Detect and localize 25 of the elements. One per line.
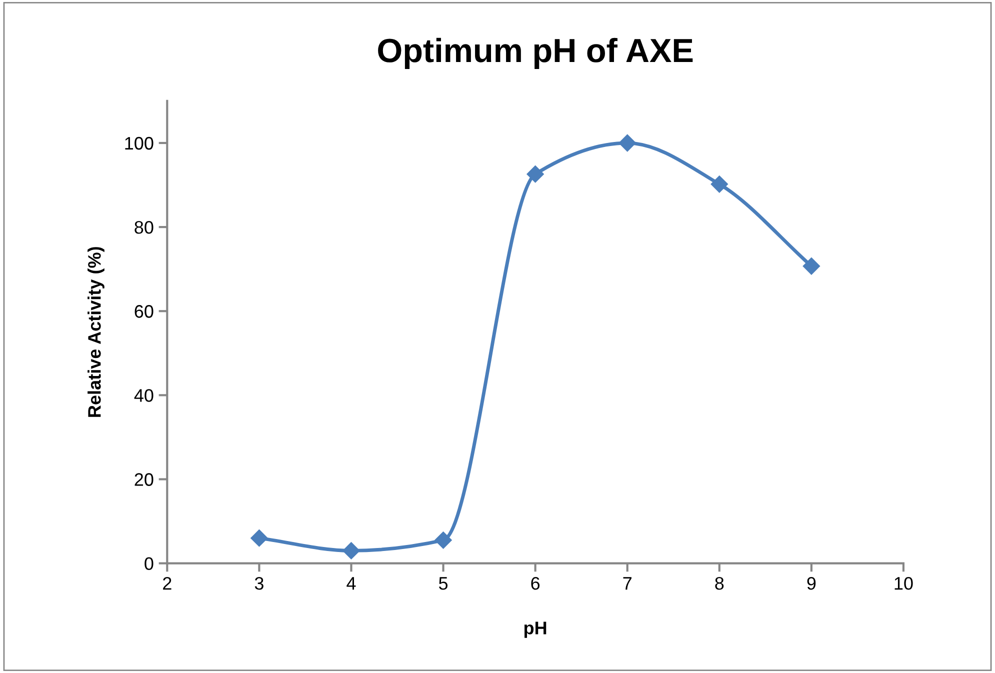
point [434,532,452,549]
point [802,258,820,275]
y-axis-title: Relative Activity (%) [88,247,104,417]
y-tick-label: 100 [125,136,154,150]
point [250,530,268,547]
point [618,134,636,152]
x-tick-label: 7 [623,577,632,590]
y-tick-label: 20 [134,473,154,486]
y-tick-label: 80 [134,220,154,234]
x-tick-label: 3 [254,576,264,590]
chart-title: Optimum pH of AXE [378,38,693,69]
y-tick-label: 40 [134,389,154,402]
x-tick-label: 2 [163,576,172,590]
point [342,542,360,560]
x-tick-label: 9 [807,576,816,590]
point [710,176,728,193]
point [526,166,544,183]
x-tick-label: 6 [531,576,540,590]
x-tick-label: 4 [346,577,356,590]
y-tick-label: 60 [134,305,154,318]
x-tick-label: 8 [715,576,724,590]
x-tick-label: 5 [438,577,448,590]
y-tick-label: 0 [144,557,154,570]
x-axis-title: pH [524,622,546,638]
x-tick-label: 10 [894,576,913,590]
